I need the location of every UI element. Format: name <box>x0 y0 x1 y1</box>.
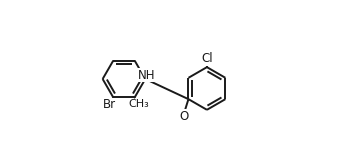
Text: O: O <box>179 110 189 123</box>
Text: CH₃: CH₃ <box>128 99 149 109</box>
Text: Cl: Cl <box>201 52 213 65</box>
Text: NH: NH <box>138 69 155 82</box>
Text: Br: Br <box>102 98 116 112</box>
